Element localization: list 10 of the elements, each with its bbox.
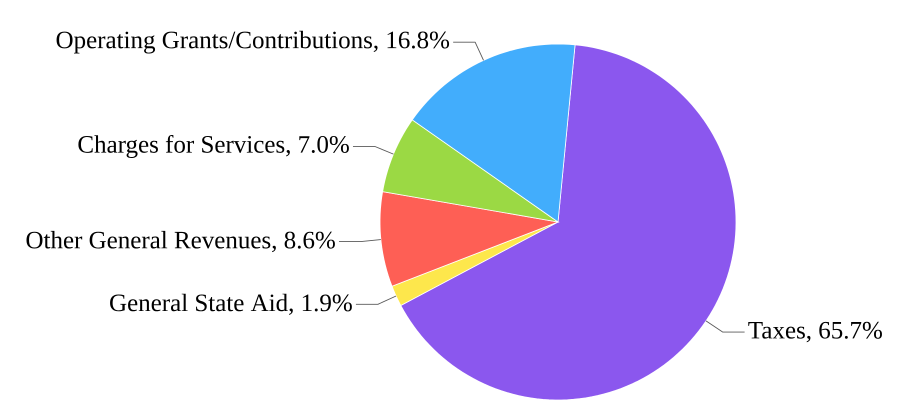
data-label: , 16.8% (374, 32, 450, 52)
slice-label: Operating Grants/Contributions (56, 30, 372, 54)
slice-label: Taxes (748, 322, 805, 339)
data-label: , 7.0% (286, 136, 349, 156)
slice-label: General State Aid (110, 294, 288, 312)
data-label: , 65.7% (806, 322, 882, 342)
slice-label: Charges for Services (78, 134, 284, 158)
data-label: , 8.6% (272, 232, 335, 252)
data-label: , 1.9% (289, 294, 352, 315)
slice-label: Other General Revenues (26, 230, 270, 249)
